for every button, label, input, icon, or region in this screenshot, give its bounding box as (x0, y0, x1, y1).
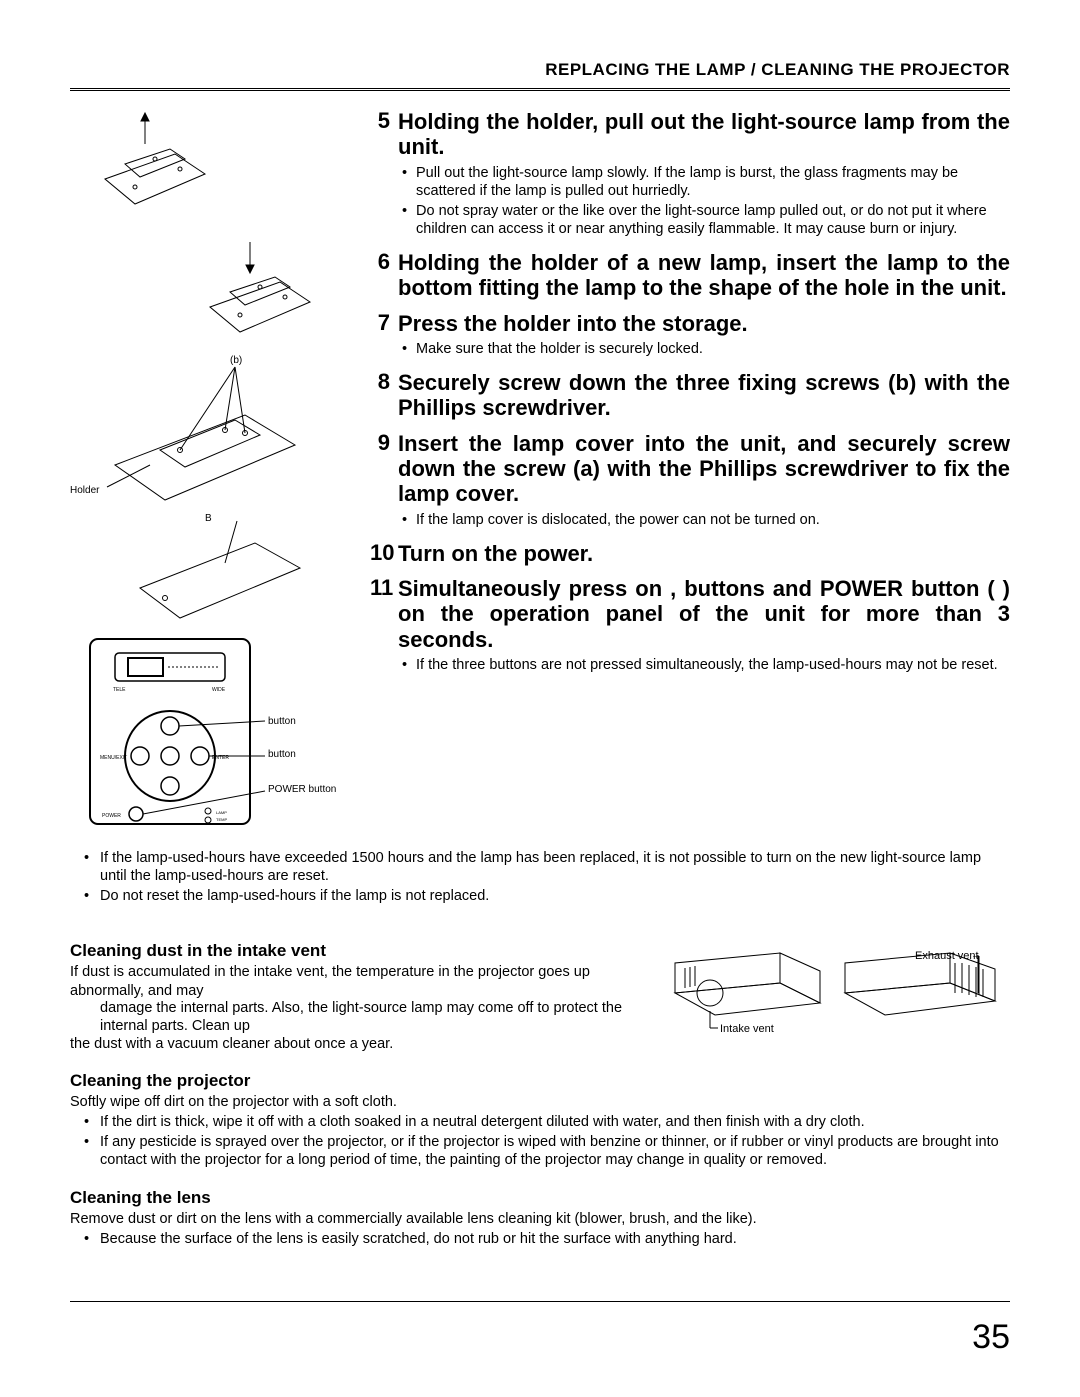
step-number: 10 (370, 541, 398, 566)
step-bullet: Do not spray water or the like over the … (398, 202, 1010, 238)
step-11: 11 Simultaneously press on , buttons and… (370, 576, 1010, 676)
cleaning-lens-intro: Remove dust or dirt on the lens with a c… (70, 1210, 1010, 1228)
note: If the lamp-used-hours have exceeded 150… (70, 849, 1010, 885)
intake-heading: Cleaning dust in the intake vent (70, 941, 654, 961)
page-number: 35 (972, 1318, 1010, 1357)
step-number: 6 (370, 250, 398, 301)
step-title: Insert the lamp cover into the unit, and… (398, 431, 1010, 507)
step-9: 9 Insert the lamp cover into the unit, a… (370, 431, 1010, 531)
cleaning-projector-bullets: If the dirt is thick, wipe it off with a… (70, 1113, 1010, 1169)
label-b: (b) (230, 355, 242, 366)
svg-text:LAMP: LAMP (216, 810, 227, 815)
step-number: 5 (370, 109, 398, 240)
step-8: 8 Securely screw down the three fixing s… (370, 370, 1010, 421)
bullet: If any pesticide is sprayed over the pro… (70, 1133, 1010, 1169)
control-panel-diagram: TELE WIDE MENU/EXIT ENTER POWER LAMP TEM… (70, 631, 350, 831)
step-number: 11 (370, 576, 398, 676)
panel-btn3-label: POWER button (268, 784, 336, 795)
label-cover-b: B (205, 513, 212, 524)
step-5: 5 Holding the holder, pull out the light… (370, 109, 1010, 240)
main-columns: (b) Holder B (70, 109, 1010, 839)
intake-p3: the dust with a vacuum cleaner about onc… (70, 1035, 654, 1053)
step-6: 6 Holding the holder of a new lamp, inse… (370, 250, 1010, 301)
step-10: 10 Turn on the power. (370, 541, 1010, 566)
svg-text:POWER: POWER (102, 813, 121, 819)
step-bullet: Make sure that the holder is securely lo… (398, 340, 1010, 358)
cleaning-projector-intro: Softly wipe off dirt on the projector wi… (70, 1093, 1010, 1111)
step-title: Press the holder into the storage. (398, 311, 1010, 336)
step-7: 7 Press the holder into the storage. Mak… (370, 311, 1010, 360)
step-title: Holding the holder, pull out the light-s… (398, 109, 1010, 160)
cover-diagram (125, 513, 305, 623)
cleaning-lens-bullets: Because the surface of the lens is easil… (70, 1230, 1010, 1248)
lamp-insert-diagram-2 (190, 227, 330, 347)
cleaning-projector-heading: Cleaning the projector (70, 1071, 1010, 1091)
exhaust-vent-label: Exhaust vent (915, 950, 979, 962)
step-title: Simultaneously press on , buttons and PO… (398, 576, 1010, 652)
steps-column: 5 Holding the holder, pull out the light… (370, 109, 1010, 839)
page-header: REPLACING THE LAMP / CLEANING THE PROJEC… (70, 60, 1010, 91)
panel-btn1-label: button (268, 716, 296, 727)
step-number: 7 (370, 311, 398, 360)
bullet: If the dirt is thick, wipe it off with a… (70, 1113, 1010, 1131)
intake-vent-label: Intake vent (720, 1023, 774, 1035)
step-bullet: If the lamp cover is dislocated, the pow… (398, 511, 1010, 529)
intake-p2: damage the internal parts. Also, the lig… (70, 999, 654, 1035)
projector-vent-figure: Intake vent Exhaust vent (660, 923, 1010, 1053)
bullet: Because the surface of the lens is easil… (70, 1230, 1010, 1248)
diagram-column: (b) Holder B (70, 109, 350, 839)
step-title: Turn on the power. (398, 541, 1010, 566)
step-bullet: Pull out the light-source lamp slowly. I… (398, 164, 1010, 200)
note: Do not reset the lamp-used-hours if the … (70, 887, 1010, 905)
step-title: Securely screw down the three fixing scr… (398, 370, 1010, 421)
step-number: 8 (370, 370, 398, 421)
svg-text:TEMP: TEMP (216, 817, 227, 822)
post-step-notes: If the lamp-used-hours have exceeded 150… (70, 849, 1010, 905)
intake-p1: If dust is accumulated in the intake ven… (70, 963, 654, 999)
cleaning-lens-heading: Cleaning the lens (70, 1188, 1010, 1208)
panel-btn2-label: button (268, 749, 296, 760)
step-number: 9 (370, 431, 398, 531)
intake-section: Cleaning dust in the intake vent If dust… (70, 923, 1010, 1053)
label-holder: Holder (70, 485, 99, 496)
lamp-pull-diagram-1 (85, 109, 225, 219)
step-title: Holding the holder of a new lamp, insert… (398, 250, 1010, 301)
bottom-rule (70, 1301, 1010, 1302)
step-bullet: If the three buttons are not pressed sim… (398, 656, 1010, 674)
screw-diagram (105, 355, 305, 505)
label-tele: TELE (113, 687, 126, 693)
svg-text:MENU/EXIT: MENU/EXIT (100, 755, 127, 761)
label-wide: WIDE (212, 687, 226, 693)
